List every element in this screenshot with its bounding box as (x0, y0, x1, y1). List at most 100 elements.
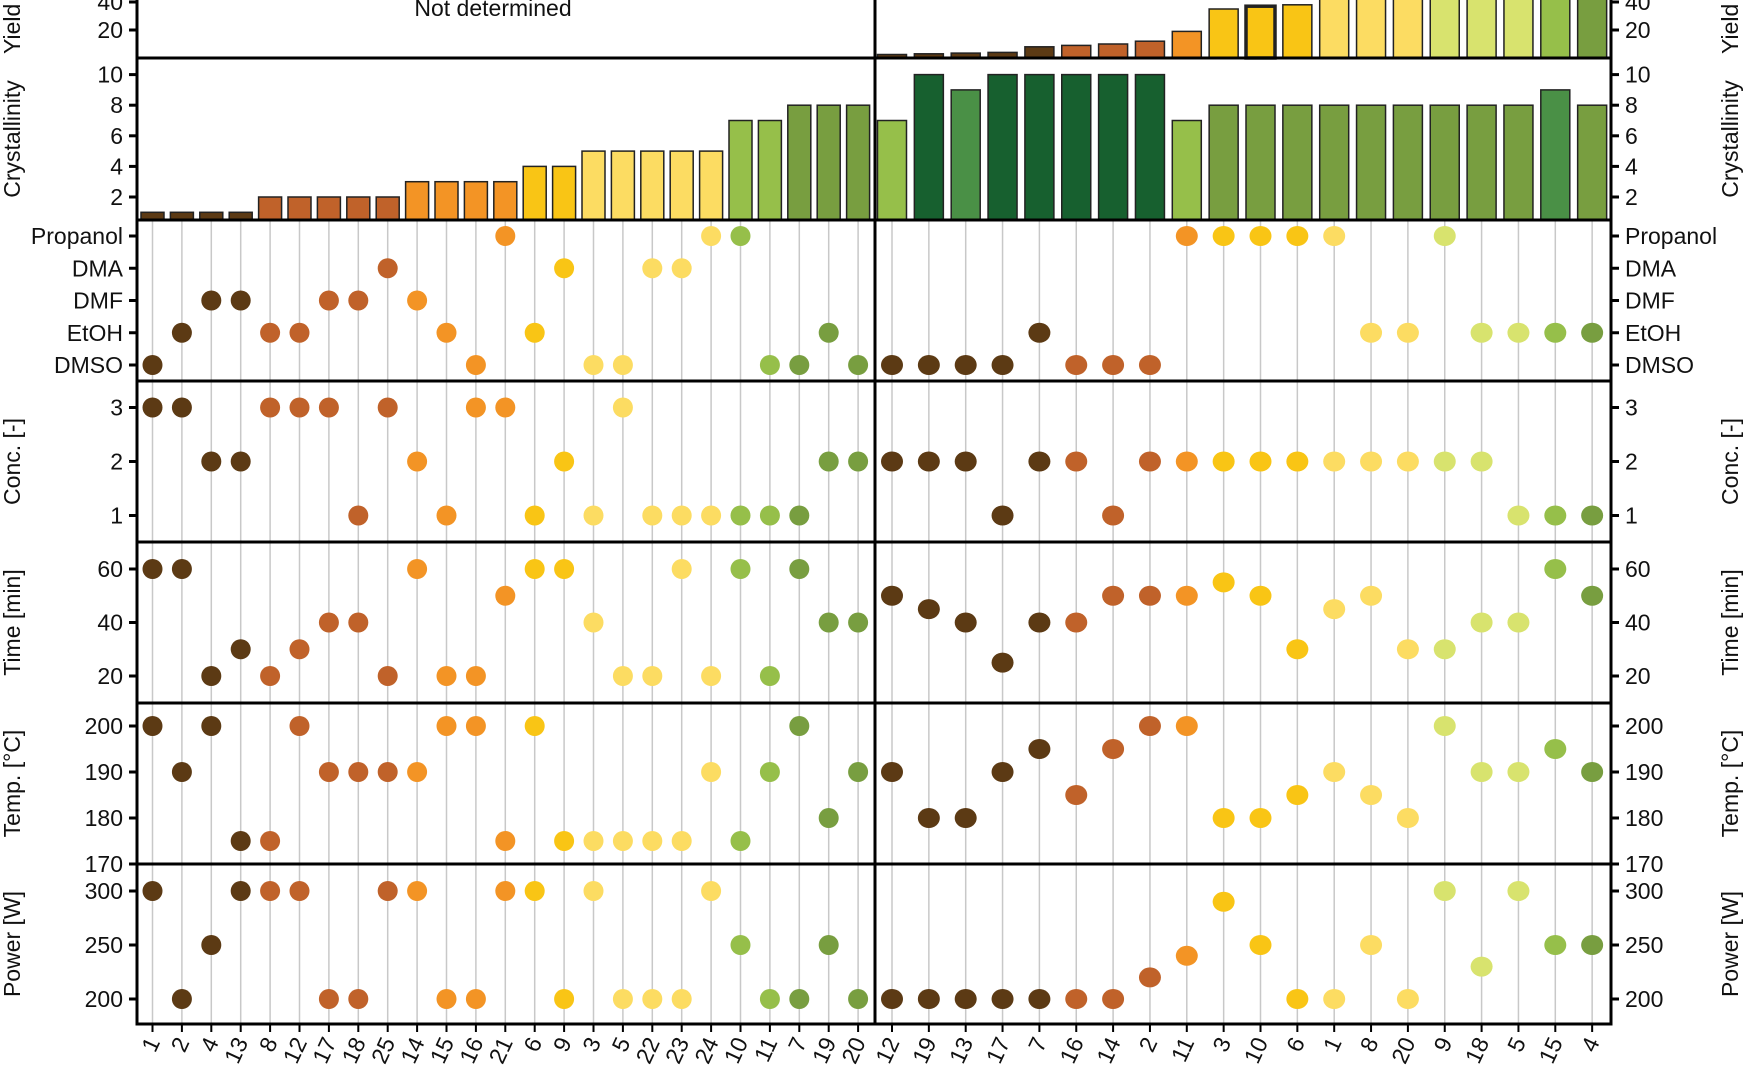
temp-dot-15 (436, 716, 457, 736)
solvent-dot-1 (142, 355, 163, 375)
x-tick-label-8: 8 (1355, 1033, 1384, 1056)
time-dot-10 (730, 559, 751, 579)
solvent-dot-13 (230, 290, 251, 311)
solvent-dot-18 (1470, 322, 1493, 343)
conc-dot-17 (318, 397, 339, 418)
time-dot-5 (1507, 612, 1530, 633)
crystallinity-bar-16 (463, 180, 489, 221)
yield-tick-label: 20 (97, 17, 123, 43)
crystallinity-tick-label: 8 (1625, 92, 1638, 118)
conc-tick-label: 1 (1625, 503, 1638, 529)
time-dot-22 (642, 666, 663, 686)
yield-bar-20 (1392, 0, 1424, 59)
x-tick-label-24: 24 (689, 1033, 723, 1067)
conc-dot-17 (991, 505, 1014, 526)
time-axis-title-left: Time [min] (0, 569, 25, 676)
crystallinity-bar-21 (493, 180, 518, 221)
time-dot-7 (1028, 612, 1051, 633)
solvent-dot-10 (1249, 226, 1272, 246)
yield-tick-label: 20 (1625, 17, 1651, 43)
yield-bar-16 (1061, 44, 1092, 59)
time-tick-label: 60 (97, 556, 123, 582)
time-dot-1 (142, 559, 163, 579)
solvent-dot-18 (348, 290, 369, 311)
solvent-dot-10 (730, 226, 751, 246)
temp-axis-title-right: Temp. [°C] (1717, 730, 1743, 838)
conc-axis-title-right: Conc. [-] (1717, 418, 1743, 505)
temp-dot-17 (991, 762, 1014, 782)
yield-axis-title-right: Yield (1717, 4, 1743, 54)
temp-dot-1 (142, 716, 163, 736)
x-tick-label-18: 18 (336, 1033, 370, 1067)
time-tick-label: 40 (97, 610, 123, 636)
crystallinity-tick-label: 4 (110, 153, 123, 179)
temp-dot-13 (954, 808, 977, 828)
solvent-tick-label: EtOH (1625, 320, 1681, 346)
crystallinity-tick-label: 2 (110, 184, 123, 210)
solvent-dot-2 (171, 322, 192, 343)
time-dot-18 (348, 612, 369, 633)
conc-dot-4 (1581, 505, 1604, 526)
crystallinity-bar-19 (913, 73, 945, 221)
conc-dot-13 (230, 451, 251, 472)
temp-dot-7 (789, 716, 810, 736)
solvent-tick-label: Propanol (1625, 223, 1717, 249)
x-tick-label-11: 11 (1166, 1033, 1200, 1066)
conc-dot-14 (407, 451, 428, 472)
x-tick-label-5: 5 (1502, 1033, 1531, 1056)
power-dot-16 (465, 989, 486, 1009)
power-dot-10 (730, 935, 751, 955)
solvent-dot-7 (1028, 322, 1051, 343)
conc-dot-20 (848, 451, 869, 472)
power-axis-title-left: Power [W] (0, 891, 25, 997)
x-tick-label-15: 15 (1533, 1033, 1567, 1067)
temp-dot-25 (377, 762, 398, 782)
conc-dot-19 (917, 451, 940, 472)
power-dot-11 (1175, 945, 1198, 966)
temp-dot-20 (1396, 808, 1419, 828)
time-dot-14 (1102, 585, 1125, 606)
temp-dot-17 (318, 762, 339, 782)
yield-bar-5 (1503, 0, 1534, 59)
crystallinity-bar-12 (287, 196, 312, 221)
yield-bar-9 (1429, 0, 1460, 59)
temp-dot-16 (1065, 785, 1088, 805)
conc-dot-12 (289, 397, 310, 418)
solvent-tick-label: DMSO (54, 352, 123, 378)
solvent-dot-3 (1212, 226, 1235, 246)
solvent-tick-label: Propanol (31, 223, 123, 249)
power-dot-1 (142, 881, 163, 901)
solvent-dot-23 (671, 258, 692, 279)
crystallinity-tick-label: 10 (97, 62, 123, 88)
time-dot-9 (1433, 639, 1456, 660)
crystallinity-bar-14 (404, 180, 430, 221)
x-tick-label-22: 22 (630, 1033, 664, 1067)
crystallinity-bar-7 (1024, 73, 1055, 221)
time-tick-label: 20 (97, 663, 123, 689)
power-dot-15 (1544, 935, 1567, 955)
solvent-dot-6 (1286, 226, 1309, 246)
yield-bar-15 (1540, 0, 1571, 59)
solvent-tick-label: DMSO (1625, 352, 1694, 378)
conc-dot-24 (701, 505, 722, 526)
power-dot-18 (1470, 956, 1493, 977)
time-dot-13 (230, 639, 251, 660)
temp-dot-6 (1286, 785, 1309, 805)
yield-bar-2 (1134, 40, 1166, 59)
time-dot-19 (917, 599, 940, 620)
power-dot-4 (1581, 935, 1604, 955)
conc-dot-1 (1323, 451, 1346, 472)
time-dot-13 (954, 612, 977, 633)
crystallinity-bar-12 (876, 119, 908, 221)
crystallinity-axis-title-right: Crystallinity (1717, 80, 1743, 198)
power-dot-7 (1028, 989, 1051, 1009)
conc-tick-label: 3 (110, 395, 123, 421)
power-dot-13 (954, 989, 977, 1009)
power-dot-21 (495, 881, 516, 901)
crystallinity-bar-18 (1466, 104, 1497, 221)
solvent-dot-9 (554, 258, 575, 279)
temp-dot-22 (642, 831, 663, 851)
conc-dot-9 (554, 451, 575, 472)
temp-tick-label: 200 (85, 713, 123, 739)
x-tick-label-2: 2 (1134, 1033, 1163, 1056)
